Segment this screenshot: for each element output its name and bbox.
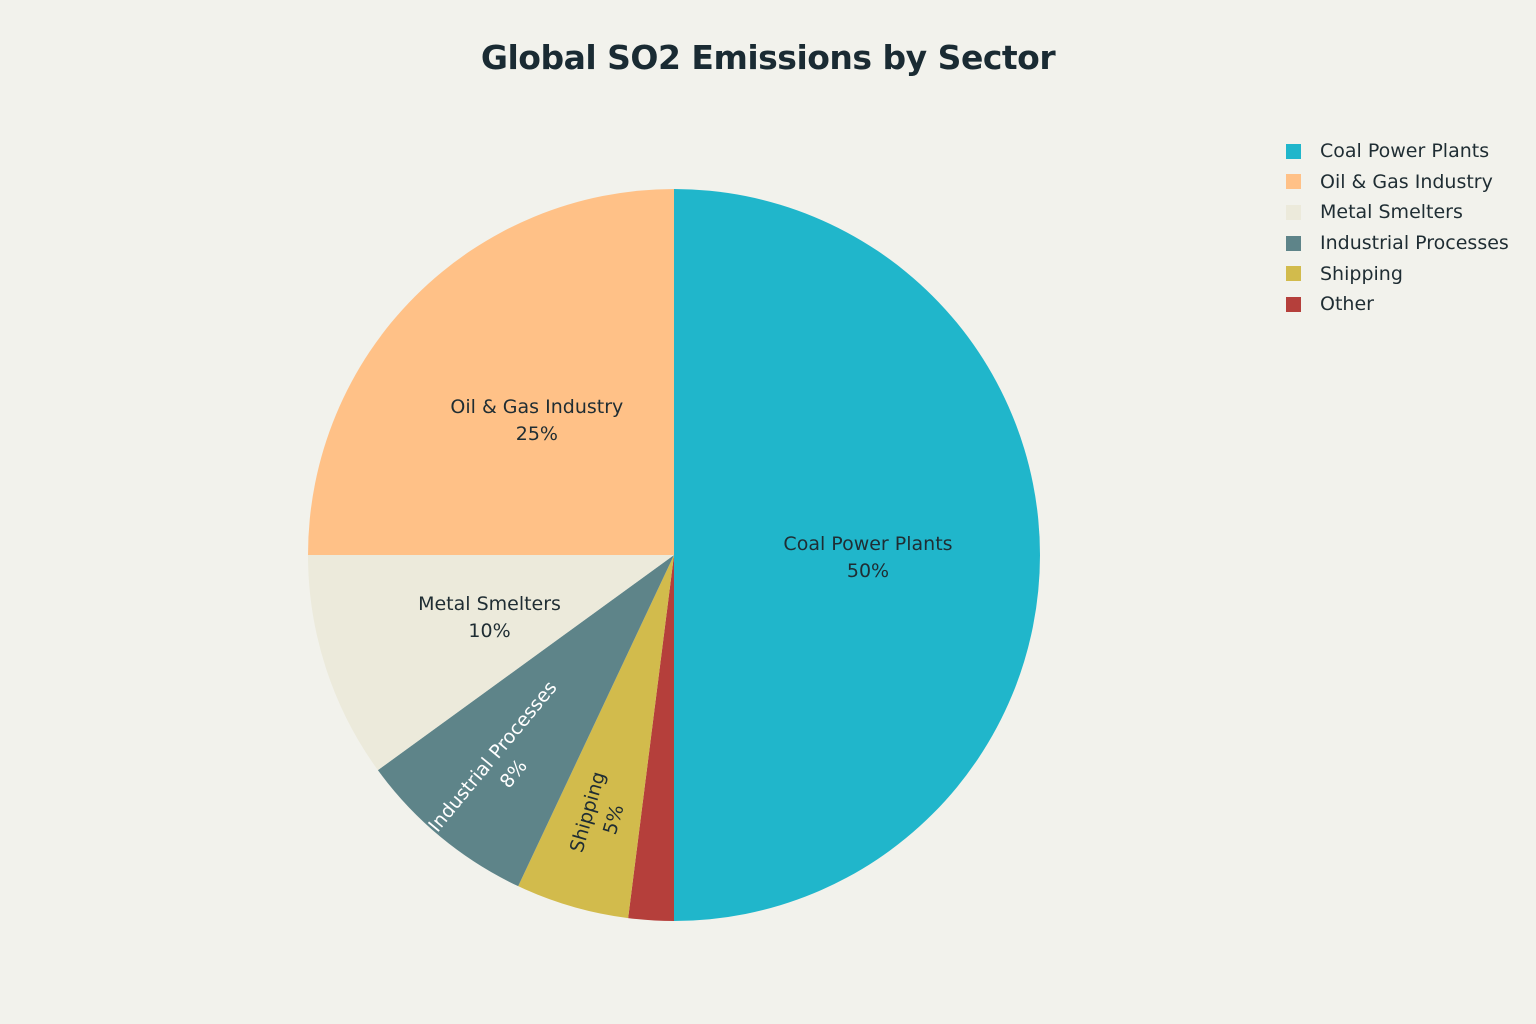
- legend-item-industrial-processes[interactable]: Industrial Processes: [1286, 228, 1531, 259]
- pie-slices: [308, 189, 1040, 921]
- legend-label: Metal Smelters: [1320, 201, 1463, 224]
- pie-slice-industrial-processes: [377, 555, 674, 887]
- legend-swatch: [1286, 235, 1301, 251]
- legend-label: Shipping: [1320, 262, 1403, 285]
- legend-swatch: [1286, 266, 1301, 282]
- slice-label-oil-and-gas-industry: Oil & Gas Industry 25%: [450, 396, 623, 445]
- legend-item-other[interactable]: Other: [1286, 289, 1531, 320]
- slice-label-name: Coal Power Plants: [783, 533, 952, 555]
- legend-swatch: [1286, 174, 1301, 190]
- legend-item-metal-smelters[interactable]: Metal Smelters: [1286, 197, 1531, 228]
- pie-slice-metal-smelters: [308, 555, 674, 771]
- legend-item-coal-power-plants[interactable]: Coal Power Plants: [1286, 136, 1531, 167]
- legend-item-shipping[interactable]: Shipping: [1286, 258, 1531, 289]
- legend-label: Industrial Processes: [1320, 232, 1509, 255]
- slice-label-name: Oil & Gas Industry: [450, 396, 623, 418]
- pie-slice-other: [628, 555, 674, 921]
- legend-label: Coal Power Plants: [1320, 140, 1490, 163]
- slice-label-metal-smelters: Metal Smelters 10%: [418, 593, 561, 642]
- slice-label-value: 25%: [516, 423, 558, 445]
- legend-item-oil-and-gas-industry[interactable]: Oil & Gas Industry: [1286, 167, 1531, 198]
- legend: Coal Power Plants Oil & Gas Industry Metal…: [1286, 136, 1531, 320]
- slice-label-coal-power-plants: Coal Power Plants 50%: [783, 533, 952, 582]
- legend-label: Oil & Gas Industry: [1320, 170, 1493, 193]
- legend-swatch: [1286, 204, 1301, 220]
- legend-swatch: [1286, 296, 1301, 312]
- slice-label-name: Metal Smelters: [418, 593, 561, 615]
- pie-slice-coal-power-plants: [674, 189, 1040, 921]
- pie-slice-shipping: [518, 555, 674, 919]
- chart-title: Global SO2 Emissions by Sector: [480, 38, 1056, 77]
- legend-label: Other: [1320, 293, 1374, 316]
- slice-label-value: 10%: [468, 620, 510, 642]
- slice-label-value: 50%: [847, 560, 889, 582]
- legend-swatch: [1286, 143, 1301, 159]
- pie-slice-oil-and-gas-industry: [308, 189, 674, 555]
